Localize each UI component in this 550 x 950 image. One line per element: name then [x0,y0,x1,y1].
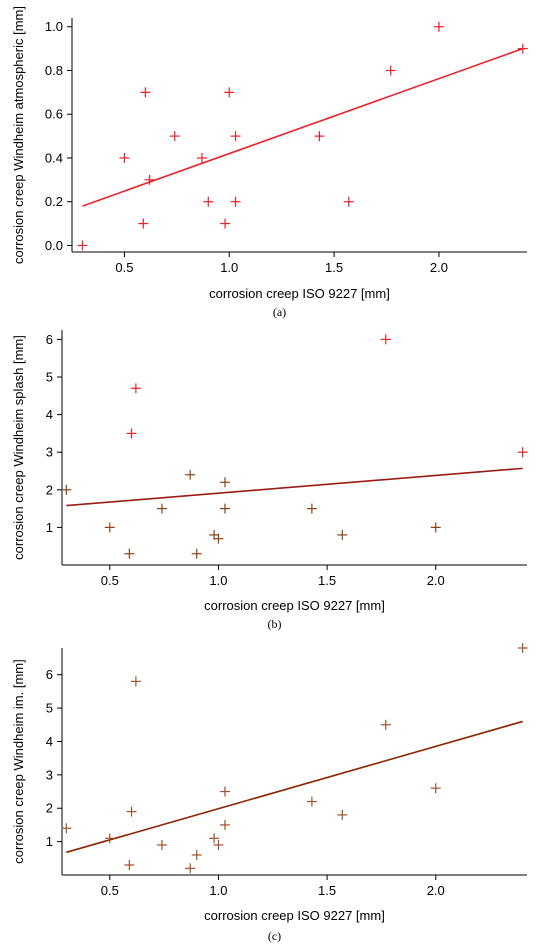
y-tick-label: 0.2 [45,194,63,209]
y-tick-label: 1 [46,520,53,535]
data-point [219,786,230,797]
y-tick-label: 5 [46,701,53,716]
panel-caption: (c) [268,929,281,943]
data-point [185,863,196,874]
x-tick-label: 0.5 [101,883,119,898]
data-point [169,131,180,142]
data-point [517,43,528,54]
data-point [156,839,167,850]
y-tick-label: 4 [46,734,53,749]
data-point [104,833,115,844]
panel-caption: (a) [273,305,286,319]
data-point [219,503,230,514]
x-tick-label: 2.0 [430,260,448,275]
data-point [126,428,137,439]
y-tick-label: 5 [46,370,53,385]
data-point [517,447,528,458]
x-tick-label: 0.5 [101,573,119,588]
data-point [138,218,149,229]
data-point [343,196,354,207]
x-tick-label: 1.5 [325,260,343,275]
data-point [213,839,224,850]
x-axis-label: corrosion creep ISO 9227 [mm] [204,598,385,613]
data-point [144,174,155,185]
data-point [306,503,317,514]
y-tick-label: 6 [46,332,53,347]
x-axis-label: corrosion creep ISO 9227 [mm] [209,286,390,301]
data-point [213,533,224,544]
y-tick-label: 6 [46,667,53,682]
data-point [433,21,444,32]
y-tick-label: 2 [46,482,53,497]
x-tick-label: 1.0 [220,260,238,275]
data-point [220,218,231,229]
data-point [380,719,391,730]
x-tick-label: 1.5 [318,573,336,588]
data-point [191,548,202,559]
x-tick-label: 0.5 [115,260,133,275]
y-axis-label: corrosion creep Windheim im. [mm] [11,659,26,863]
data-point [380,334,391,345]
data-point [219,477,230,488]
data-point [203,196,214,207]
data-point [430,783,441,794]
data-point [337,529,348,540]
data-point [140,87,151,98]
data-point [126,806,137,817]
data-point [104,522,115,533]
data-point [306,796,317,807]
y-axis-label: corrosion creep Windheim atmospheric [mm… [11,6,26,264]
trend-line [66,720,523,854]
data-point [209,833,220,844]
data-point [61,823,72,834]
x-tick-label: 2.0 [427,573,445,588]
data-point [517,643,528,653]
data-point [191,849,202,860]
data-point [124,548,135,559]
data-point [337,809,348,820]
data-point [430,522,441,533]
data-point [61,484,72,495]
data-point [230,196,241,207]
chart-panel-3: 0.5 1.0 1.5 2.0 1 2 3 4 5 6 corrosion creep ISO 92… [11,643,528,943]
data-point [197,152,207,163]
x-tick-label: 1.0 [209,573,227,588]
y-tick-label: 2 [46,801,53,816]
x-tick-label: 1.0 [209,883,227,898]
y-tick-label: 4 [46,407,53,422]
data-point [224,87,235,98]
y-tick-label: 3 [46,445,53,460]
y-tick-label: 3 [46,767,53,782]
trend-line [66,467,523,507]
data-point [385,65,396,76]
data-point [314,131,325,142]
y-tick-label: 0.0 [45,238,63,253]
y-tick-label: 0.6 [45,107,63,122]
y-axis-label: corrosion creep Windheim splash [mm] [11,335,26,560]
data-point [219,819,230,830]
y-tick-label: 1.0 [45,19,63,34]
data-point [230,131,241,142]
data-point [124,859,135,870]
y-tick-label: 1 [46,834,53,849]
trend-line [82,47,524,207]
data-point [130,383,141,394]
data-point [156,503,167,514]
chart-panel-1: 0.5 1.0 1.5 2.0 0.0 0.2 0.4 0.6 0.8 1.0 corrosion … [11,6,528,319]
data-point [77,240,88,251]
x-tick-label: 1.5 [318,883,336,898]
x-axis-label: corrosion creep ISO 9227 [mm] [204,908,385,923]
x-tick-label: 2.0 [427,883,445,898]
data-point [130,676,141,687]
data-point [185,469,196,480]
panel-caption: (b) [268,617,282,631]
data-point [119,152,130,163]
y-tick-label: 0.8 [45,63,63,78]
y-tick-label: 0.4 [45,150,63,165]
chart-panel-2: 0.5 1.0 1.5 2.0 1 2 3 4 5 6 corrosion creep ISO 92… [11,330,528,631]
